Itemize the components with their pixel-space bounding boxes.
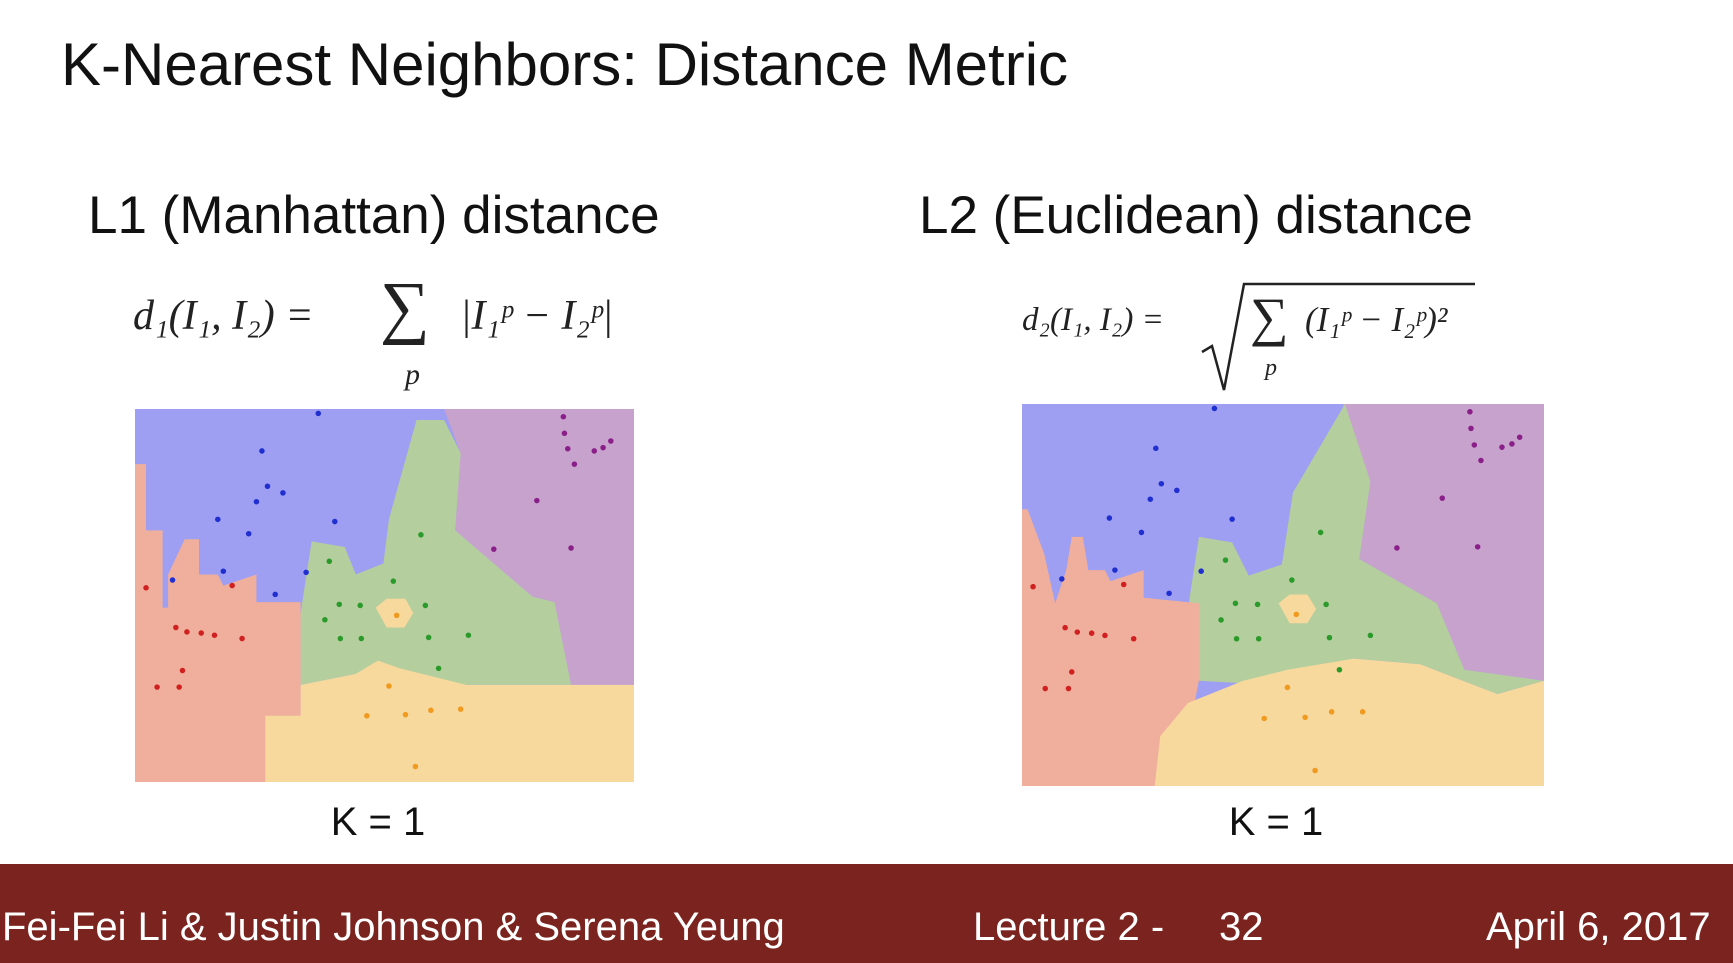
caption: K = 1 xyxy=(1228,800,1324,844)
decision-map xyxy=(135,409,634,782)
decision-map xyxy=(1022,404,1544,786)
formula-lhs: d₁(I₁, I₂) = xyxy=(133,293,314,339)
slide-title: K-Nearest Neighbors: Distance Metric xyxy=(61,31,1069,98)
section-heading: L1 (Manhattan) distance xyxy=(88,186,660,245)
footer-bar xyxy=(0,864,1733,963)
formula-operator: ∑ xyxy=(380,269,430,346)
formula-operator: ∑ xyxy=(1250,287,1289,347)
section-heading: L2 (Euclidean) distance xyxy=(919,186,1473,245)
formula-index: p xyxy=(405,358,420,391)
formula-body: (I₁ᵖ − I₂ᵖ)² xyxy=(1305,300,1448,339)
formula-lhs: d₂(I₁, I₂) = xyxy=(1022,302,1164,338)
radical xyxy=(1201,282,1475,391)
footer-authors: Fei-Fei Li & Justin Johnson & Serena Yeu… xyxy=(2,905,785,949)
caption: K = 1 xyxy=(330,800,426,844)
formula-body: |I₁ᵖ − I₂ᵖ| xyxy=(460,293,614,339)
footer-page: 32 xyxy=(1219,905,1264,949)
footer-date: April 6, 2017 xyxy=(1486,905,1711,949)
formula-index: p xyxy=(1265,355,1277,381)
footer-lecture: Lecture 2 - xyxy=(973,905,1165,949)
